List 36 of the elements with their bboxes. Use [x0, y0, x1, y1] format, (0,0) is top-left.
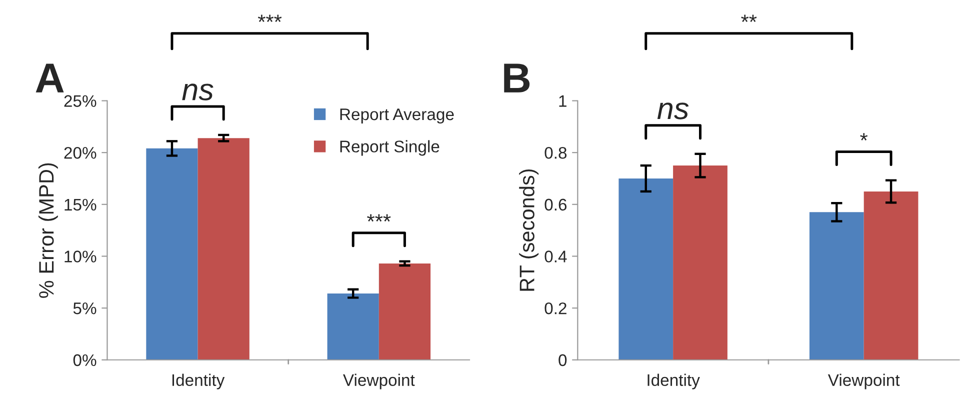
y-tick-label: 10%	[64, 250, 96, 262]
y-tick-label: 15%	[64, 198, 96, 211]
y-axis-title: % Error (MPD)	[38, 163, 58, 298]
x-tick-label: Identity	[648, 374, 700, 390]
x-tick-label: Viewpoint	[343, 374, 415, 390]
y-tick-label: 5%	[73, 302, 96, 314]
bar	[864, 191, 918, 360]
bar	[146, 148, 198, 360]
annotation: ns	[657, 102, 689, 120]
text: **	[741, 14, 757, 22]
bar	[809, 212, 864, 360]
annotation: ***	[367, 214, 391, 222]
annotation: *	[860, 133, 868, 140]
x-tick-label: Identity	[172, 374, 225, 390]
y-tick-label: 0	[558, 354, 567, 366]
text: ns	[182, 84, 214, 100]
bar	[198, 138, 250, 360]
y-tick-label: 20%	[64, 146, 96, 159]
y-tick-label: 0%	[73, 354, 96, 366]
bar	[618, 178, 674, 360]
y-tick-label: 25%	[64, 95, 96, 107]
legend-label: Report Average	[340, 108, 454, 124]
bar	[378, 263, 431, 360]
y-tick-label: 0.6	[544, 198, 567, 211]
legend-label: Report Single	[340, 140, 440, 156]
chart-title: B	[504, 64, 530, 92]
chart-title: A	[36, 64, 64, 92]
bar	[673, 166, 728, 360]
y-tick-label: 0.4	[544, 250, 567, 262]
y-axis-title: RT (seconds)	[519, 169, 539, 291]
y-tick-label: 0.2	[544, 302, 566, 314]
x-tick-label: Viewpoint	[828, 374, 900, 390]
text: ***	[258, 14, 282, 22]
y-tick-label: 0.8	[544, 146, 567, 159]
bar	[327, 294, 379, 360]
y-tick-label: 1	[559, 95, 566, 107]
